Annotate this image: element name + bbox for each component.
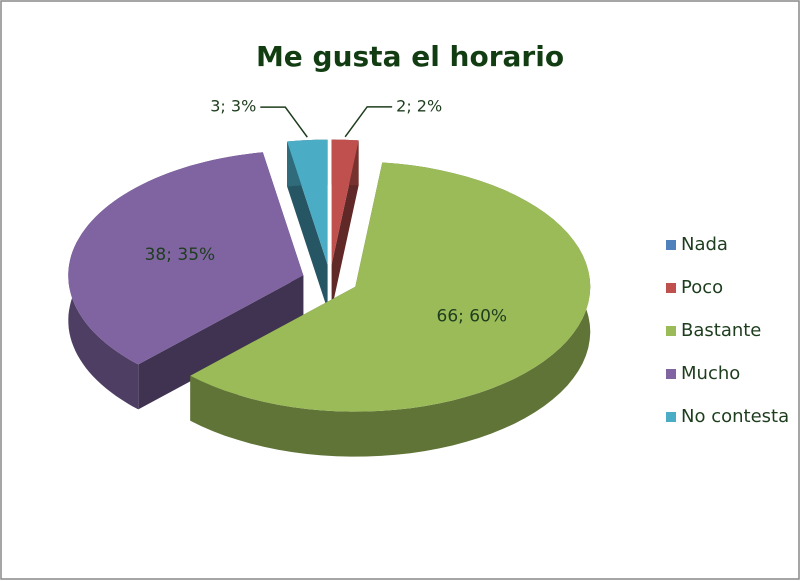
legend-label: Nada <box>681 234 728 255</box>
pie-slice <box>68 152 304 410</box>
data-label: 38; 35% <box>145 245 216 265</box>
slice-side <box>138 275 304 410</box>
slice-top <box>190 162 591 412</box>
pie-slice <box>331 139 359 310</box>
legend-swatch <box>666 412 676 422</box>
data-label: 3; 3% <box>210 97 256 116</box>
legend-swatch <box>666 369 676 379</box>
leader-line <box>344 106 393 138</box>
legend-label: Poco <box>681 277 723 298</box>
legend-label: Bastante <box>681 320 761 341</box>
pie-slice <box>190 162 591 457</box>
data-label: 66; 60% <box>437 306 508 326</box>
slice-top <box>287 139 328 265</box>
pie-slice <box>287 139 328 310</box>
leader-line <box>260 106 308 138</box>
slice-top <box>331 139 359 265</box>
legend-swatch <box>666 240 676 250</box>
slice-wall <box>190 162 591 457</box>
legend-label: Mucho <box>681 363 740 384</box>
legend-swatch <box>666 283 676 293</box>
data-label: 2; 2% <box>396 96 442 115</box>
legend-label: No contesta <box>681 406 789 427</box>
chart-title: Me gusta el horario <box>256 40 564 73</box>
slice-top <box>68 152 304 365</box>
legend-swatch <box>666 326 676 336</box>
